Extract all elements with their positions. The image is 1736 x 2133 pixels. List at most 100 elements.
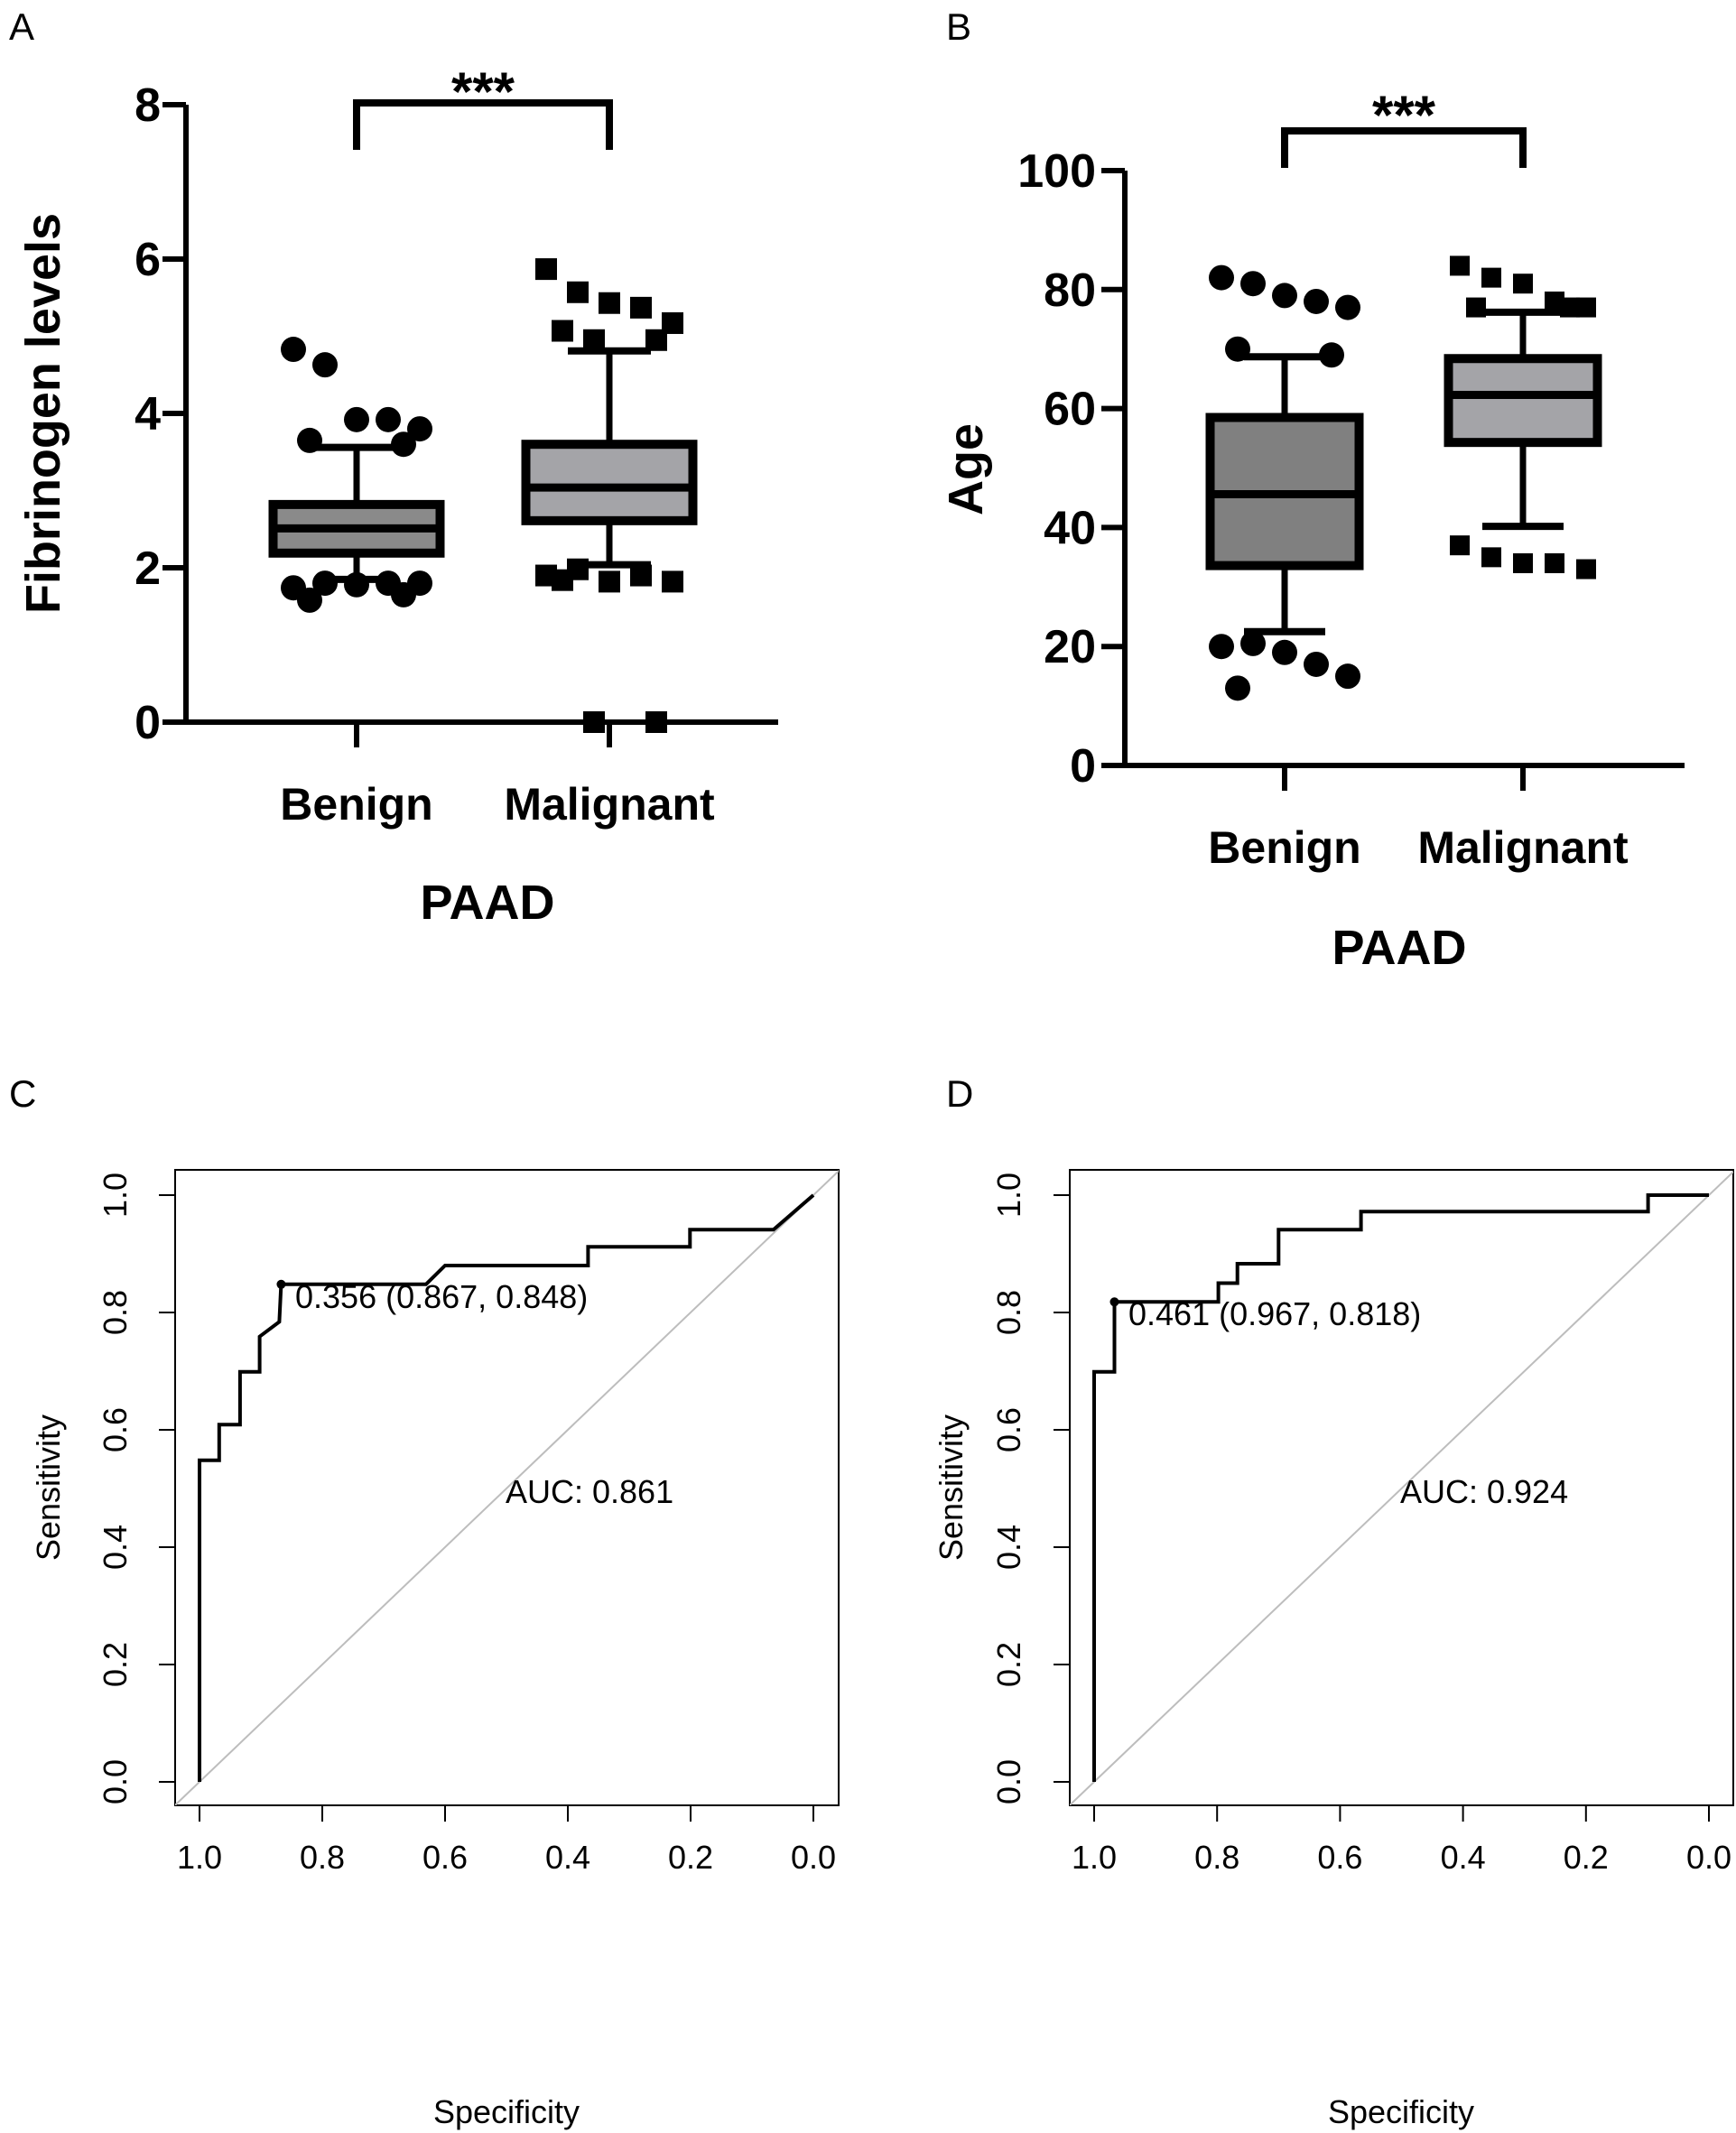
outlier-point [297,427,322,453]
y-tick-label: 4 [135,388,161,441]
threshold-annotation: 0.461 (0.967, 0.818) [1128,1295,1421,1332]
y-tick-label: 0.0 [990,1759,1027,1804]
x-tick-label: 0.4 [545,1839,590,1876]
x-tick-label: 0.6 [1317,1839,1362,1876]
x-category-label: Benign [1208,822,1360,873]
y-tick-label: 0 [135,697,161,749]
outlier-point [1450,255,1470,276]
y-tick-label: 100 [1017,145,1096,198]
y-tick-label: 0.0 [97,1759,134,1804]
box-malignant [1444,255,1602,580]
y-tick-label: 0.2 [990,1642,1027,1687]
y-tick-label: 0.4 [97,1525,134,1570]
outlier-point [1481,547,1501,568]
outlier-point [552,320,573,342]
y-axis-title: Sensitivity [30,1414,67,1561]
outlier-point [1319,342,1344,368]
x-axis-title: Specificity [433,2093,580,2130]
y-tick-label: 0.2 [97,1642,134,1687]
x-tick-label: 0.6 [422,1839,468,1876]
outlier-point [344,406,369,432]
outlier-point [376,406,401,432]
outlier-point [535,258,557,281]
outlier-point [407,416,432,442]
x-tick-label: 0.8 [300,1839,345,1876]
outlier-point [1304,288,1329,314]
outlier-point [599,292,620,314]
outlier-point [1225,336,1250,362]
y-tick-label: 2 [135,543,161,595]
panel-label-b: B [946,5,971,48]
significance-bracket [1281,127,1527,168]
auc-annotation: AUC: 0.861 [506,1473,673,1510]
panel-a-boxplot-fibrinogen: 0 2 4 6 8 Fibrinogen levels Benign Malignant PAA… [16,61,778,930]
panel-b-boxplot-age: 0 20 40 60 80 100 Age Benign Malignant PAAD *** [939,85,1685,975]
reference-diagonal-line [1070,1170,1733,1805]
panel-label-c: C [9,1072,36,1115]
outlier-point [312,570,338,597]
outlier-point [599,570,620,593]
x-tick-label: 0.0 [791,1839,836,1876]
outlier-point [1545,291,1564,311]
reference-diagonal-line [175,1170,839,1805]
significance-bracket [353,99,613,150]
y-tick-label: 60 [1044,384,1096,436]
outlier-point [645,329,667,351]
threshold-annotation: 0.356 (0.867, 0.848) [295,1278,588,1315]
y-tick-label: 0 [1070,740,1096,793]
box-malignant [521,258,698,733]
x-category-label: Benign [280,779,432,830]
outlier-point [583,711,605,733]
y-axis-title: Fibrinogen levels [16,213,70,614]
outlier-point [1513,552,1533,573]
x-category-label: Malignant [504,779,715,830]
outlier-point [645,711,667,733]
outlier-point [583,329,605,351]
y-axis-title: Age [939,423,993,515]
x-axis-title: PAAD [420,876,554,930]
panel-label-a: A [9,5,34,48]
outlier-point [1513,274,1533,294]
outlier-point [1225,675,1250,701]
outlier-point [1335,294,1360,320]
outlier-point [1209,634,1234,660]
x-tick-label: 0.2 [668,1839,713,1876]
x-tick-label: 0.4 [1441,1839,1486,1876]
y-axis-title: Sensitivity [933,1414,970,1561]
y-tick-label: 0.8 [990,1290,1027,1335]
roc-curve-line [1092,1193,1709,1782]
outlier-point [281,337,306,363]
y-tick-label: 1.0 [97,1173,134,1218]
outlier-point [1560,297,1580,318]
y-tick-label: 40 [1044,502,1096,554]
x-tick-label: 0.8 [1194,1839,1239,1876]
outlier-point [662,570,683,593]
outlier-point [630,296,652,319]
y-tick-label: 0.8 [97,1290,134,1335]
y-tick-label: 20 [1044,621,1096,673]
box-benign [1205,264,1364,701]
outlier-point [1240,271,1266,297]
x-axis-title: Specificity [1328,2093,1474,2130]
outlier-point [391,431,416,458]
auc-annotation: AUC: 0.924 [1400,1473,1568,1510]
outlier-point [1576,559,1596,580]
outlier-point [1272,639,1297,665]
y-tick-label: 0.6 [990,1407,1027,1452]
outlier-point [1450,535,1470,556]
outlier-point [1466,297,1486,318]
y-tick-label: 6 [135,234,161,286]
x-tick-label: 1.0 [177,1839,222,1876]
outlier-point [1209,264,1234,291]
panel-c-roc-curve: 1.0 0.8 0.6 0.4 0.2 0.0 0.0 0.2 0.4 0.6 0.8 1.0 Spec… [30,1169,840,2130]
outlier-point [391,581,416,607]
significance-label: *** [1372,85,1436,145]
outlier-point [1481,267,1501,288]
plot-frame [174,1169,840,1806]
outlier-point [567,281,589,303]
y-tick-label: 0.4 [990,1525,1027,1570]
outlier-point [1545,552,1564,573]
outlier-point [297,587,322,613]
box-benign [268,337,445,613]
